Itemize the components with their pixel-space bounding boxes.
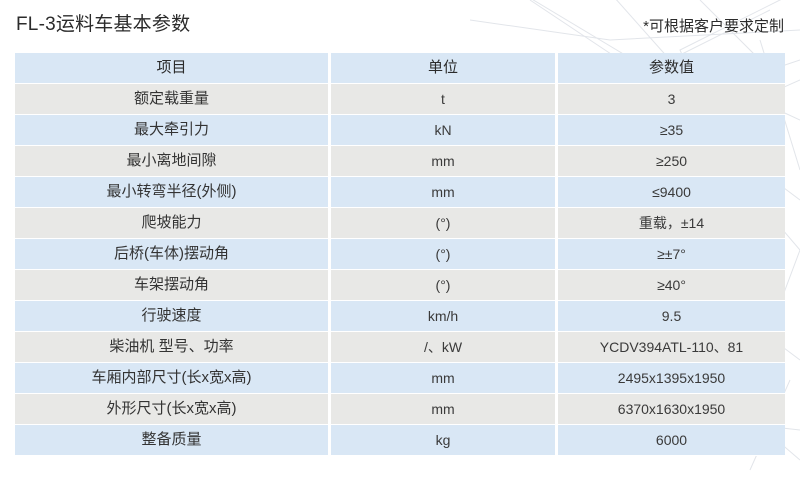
cell-unit: kN	[331, 115, 558, 146]
cell-value: 3	[558, 84, 785, 115]
table-row: 最小离地间隙 mm ≥250	[15, 146, 785, 177]
cell-value: 9.5	[558, 301, 785, 332]
page-title: FL-3运料车基本参数	[16, 14, 191, 35]
cell-item: 柴油机 型号、功率	[15, 332, 331, 363]
table-row: 整备质量 kg 6000	[15, 425, 785, 456]
cell-unit: (°)	[331, 239, 558, 270]
table-row: 柴油机 型号、功率 /、kW YCDV394ATL-110、81	[15, 332, 785, 363]
cell-unit: mm	[331, 363, 558, 394]
cell-value: 6370x1630x1950	[558, 394, 785, 425]
cell-value: 6000	[558, 425, 785, 456]
cell-item: 最小转弯半径(外侧)	[15, 177, 331, 208]
table-row: 外形尺寸(长x宽x高) mm 6370x1630x1950	[15, 394, 785, 425]
column-header-unit: 单位	[331, 53, 558, 84]
cell-unit: /、kW	[331, 332, 558, 363]
cell-value: ≥35	[558, 115, 785, 146]
cell-unit: t	[331, 84, 558, 115]
cell-item: 最大牵引力	[15, 115, 331, 146]
cell-item: 行驶速度	[15, 301, 331, 332]
table-header: 项目 单位 参数值	[15, 53, 785, 84]
cell-value: ≥±7°	[558, 239, 785, 270]
table-row: 行驶速度 km/h 9.5	[15, 301, 785, 332]
cell-value: ≥250	[558, 146, 785, 177]
cell-item: 爬坡能力	[15, 208, 331, 239]
cell-value: YCDV394ATL-110、81	[558, 332, 785, 363]
cell-value: ≥40°	[558, 270, 785, 301]
cell-unit: mm	[331, 394, 558, 425]
table-row: 车厢内部尺寸(长x宽x高) mm 2495x1395x1950	[15, 363, 785, 394]
specification-table: 项目 单位 参数值 额定载重量 t 3 最大牵引力 kN ≥35 最小离地间隙 …	[15, 53, 785, 456]
cell-unit: mm	[331, 146, 558, 177]
table-row: 最小转弯半径(外侧) mm ≤9400	[15, 177, 785, 208]
table-row: 爬坡能力 (°) 重载，±14	[15, 208, 785, 239]
page-header: FL-3运料车基本参数 *可根据客户要求定制	[0, 0, 800, 53]
cell-value: 2495x1395x1950	[558, 363, 785, 394]
cell-unit: km/h	[331, 301, 558, 332]
cell-unit: kg	[331, 425, 558, 456]
table-row: 后桥(车体)摆动角 (°) ≥±7°	[15, 239, 785, 270]
table-row: 车架摆动角 (°) ≥40°	[15, 270, 785, 301]
customization-note: *可根据客户要求定制	[643, 18, 784, 35]
cell-unit: mm	[331, 177, 558, 208]
cell-item: 车架摆动角	[15, 270, 331, 301]
cell-unit: (°)	[331, 270, 558, 301]
cell-item: 额定载重量	[15, 84, 331, 115]
column-header-item: 项目	[15, 53, 331, 84]
cell-item: 整备质量	[15, 425, 331, 456]
cell-value: ≤9400	[558, 177, 785, 208]
cell-item: 车厢内部尺寸(长x宽x高)	[15, 363, 331, 394]
table-row: 最大牵引力 kN ≥35	[15, 115, 785, 146]
cell-item: 最小离地间隙	[15, 146, 331, 177]
table-row: 额定载重量 t 3	[15, 84, 785, 115]
cell-item: 后桥(车体)摆动角	[15, 239, 331, 270]
table-header-row: 项目 单位 参数值	[15, 53, 785, 84]
column-header-value: 参数值	[558, 53, 785, 84]
cell-value: 重载，±14	[558, 208, 785, 239]
cell-item: 外形尺寸(长x宽x高)	[15, 394, 331, 425]
cell-unit: (°)	[331, 208, 558, 239]
table-body: 额定载重量 t 3 最大牵引力 kN ≥35 最小离地间隙 mm ≥250 最小…	[15, 84, 785, 456]
